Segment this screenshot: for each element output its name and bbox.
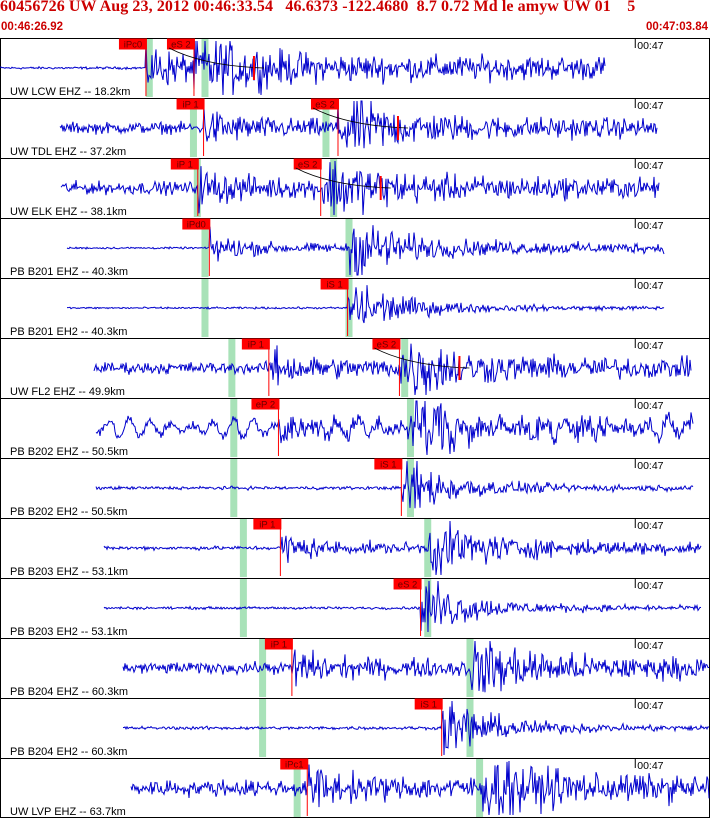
window-start-time: 00:46:26.92 [1,21,64,33]
p-theoretical-band [145,39,153,97]
coda-curve [312,107,408,129]
event-title: 60456726 UW Aug 23, 2012 00:46:33.54 46.… [0,0,636,15]
waveform-trace [122,640,709,693]
pick-flag[interactable] [310,98,339,110]
coda-curve [295,167,391,189]
minute-tick-label: 00:47 [637,580,663,592]
station-label: PB B202 EH2 -- 50.5km [10,506,127,518]
pick-flag[interactable] [372,338,401,350]
pick-label[interactable]: iP 1 [248,340,264,351]
p-theoretical-band [259,639,267,697]
waveform-trace [122,700,710,756]
minute-tick-label: 00:47 [637,400,663,412]
pick-flag[interactable] [170,158,199,170]
pick-flag[interactable] [253,518,282,530]
pick-flag[interactable] [118,38,147,50]
s-theoretical-band [406,399,414,457]
waveform-trace [95,460,694,509]
event-header: 60456726 UW Aug 23, 2012 00:46:33.54 46.… [0,0,710,38]
coda-curve [374,347,470,369]
pick-label[interactable]: iS 1 [380,460,396,471]
station-label: UW TDL EHZ -- 37.2km [10,146,126,158]
waveform-trace [93,343,692,396]
minute-tick-label: 00:47 [637,640,663,652]
pick-label[interactable]: eS 2 [398,580,418,591]
waveform-trace [95,400,694,456]
pick-flag[interactable] [374,458,403,470]
pick-flag[interactable] [264,638,293,650]
minute-tick-label: 00:47 [637,40,663,52]
waveform-trace [103,520,702,576]
window-end-time: 00:47:03.84 [645,21,708,33]
minute-tick-label: 00:47 [637,220,663,232]
minute-tick-label: 00:47 [637,700,663,712]
station-label: PB B203 EHZ -- 53.1km [10,566,128,578]
pick-label[interactable]: eS 2 [315,100,335,111]
station-label: PB B203 EH2 -- 53.1km [10,626,127,638]
pick-label[interactable]: iP 1 [259,520,275,531]
minute-tick-label: 00:47 [637,100,663,112]
s-theoretical-band [466,699,474,757]
pick-flag[interactable] [320,278,349,290]
pick-flag[interactable] [182,218,211,230]
minute-tick-label: 00:47 [637,340,663,352]
pick-label[interactable]: eS 2 [171,40,191,51]
waveform-trace [59,100,658,149]
station-label: PB B201 EH2 -- 40.3km [10,326,127,338]
pick-flag[interactable] [251,398,280,410]
waveform-trace [60,160,660,216]
station-label: PB B201 EHZ -- 40.3km [10,266,128,278]
pick-flag[interactable] [414,698,443,710]
pick-label[interactable]: eP 2 [256,400,275,411]
pick-label[interactable]: iPc1 [285,760,303,771]
p-theoretical-band [201,219,209,277]
minute-tick-label: 00:47 [637,520,663,532]
pick-flag[interactable] [293,158,322,170]
pick-label[interactable]: eS 2 [298,160,318,171]
station-label: UW LCW EHZ -- 18.2km [10,86,130,98]
station-label: UW LVP EHZ -- 63.7km [10,806,126,818]
minute-tick-label: 00:47 [637,760,663,772]
pick-label[interactable]: iPd0 [187,220,206,231]
pick-label[interactable]: eS 2 [377,340,397,351]
pick-label[interactable]: iP 1 [182,100,198,111]
pick-label[interactable]: iPc0 [124,40,142,51]
pick-label[interactable]: iP 1 [177,160,193,171]
pick-flag[interactable] [241,338,270,350]
s-theoretical-band [466,639,474,697]
s-theoretical-band [406,459,414,517]
minute-tick-label: 00:47 [637,280,663,292]
s-theoretical-band [424,519,432,577]
pick-flag[interactable] [393,578,422,590]
p-theoretical-band [228,339,236,397]
pick-flag[interactable] [166,38,195,50]
station-label: PB B204 EHZ -- 60.3km [10,686,128,698]
seismogram-panel[interactable]: 00:47 iPc0 eS 2 UW LCW EHZ -- 18.2km 00:47 iP… [0,38,710,818]
station-label: PB B204 EH2 -- 60.3km [10,746,127,758]
pick-flag[interactable] [176,98,205,110]
waveform-trace [67,285,665,324]
p-theoretical-band [230,399,238,457]
station-label: PB B202 EHZ -- 50.5km [10,446,128,458]
pick-label[interactable]: iS 1 [326,280,342,291]
minute-tick-label: 00:47 [637,460,663,472]
station-label: UW FL2 EHZ -- 49.9km [10,386,125,398]
coda-curve [168,47,264,69]
waveform-trace [0,40,606,96]
waveform-trace [130,760,710,816]
s-theoretical-band [322,99,330,157]
pick-label[interactable]: iS 1 [420,700,436,711]
waveform-trace [66,225,665,276]
pick-flag[interactable] [280,758,309,770]
pick-label[interactable]: iP 1 [271,640,287,651]
station-label: UW ELK EHZ -- 38.1km [10,206,127,218]
s-theoretical-band [201,39,209,97]
minute-tick-label: 00:47 [637,160,663,172]
waveform-trace [103,580,702,633]
